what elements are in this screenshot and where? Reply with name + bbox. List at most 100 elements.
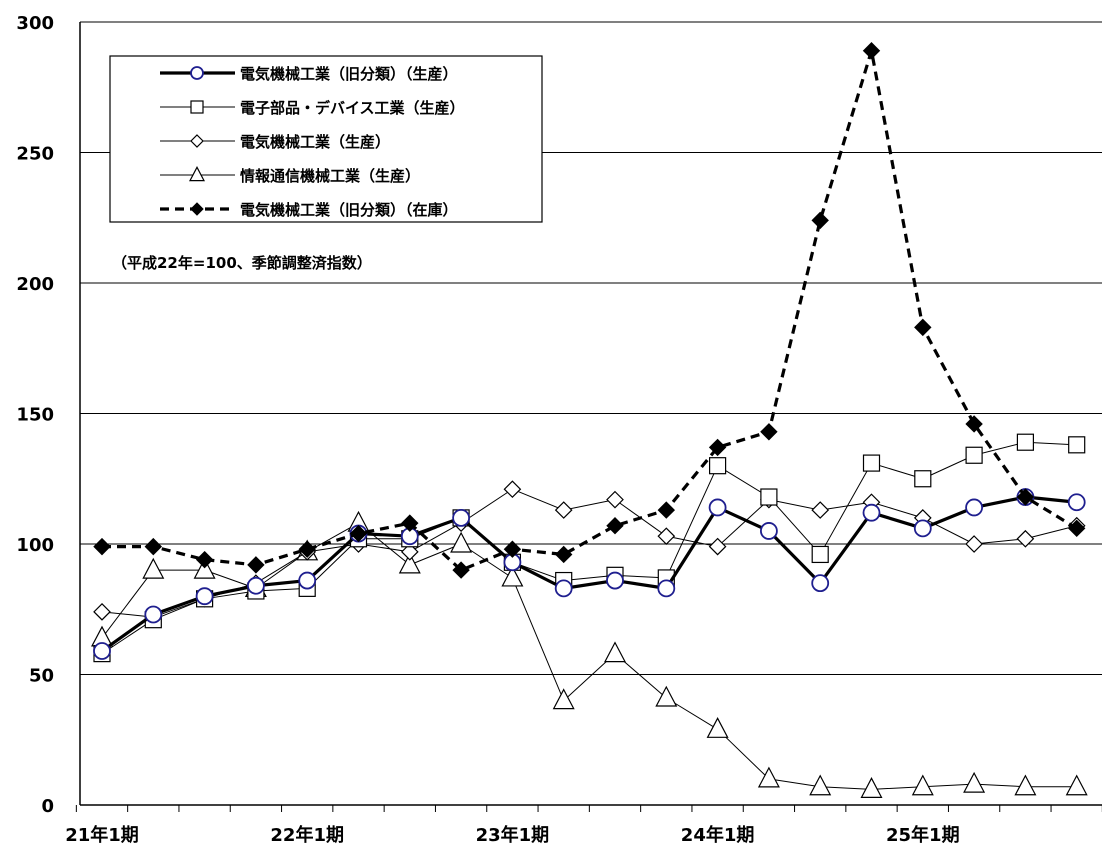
data-point xyxy=(1067,519,1086,538)
data-point xyxy=(190,134,204,148)
y-tick-label: 100 xyxy=(16,535,54,556)
data-point xyxy=(503,540,522,558)
data-point xyxy=(965,446,983,464)
data-point xyxy=(1016,433,1035,451)
legend-item: 情報通信機械工業（生産） xyxy=(160,166,420,185)
y-tick-label: 300 xyxy=(16,13,54,34)
y-tick-label: 200 xyxy=(16,274,54,295)
data-point xyxy=(503,480,522,499)
legend-label: 電気機械工業（旧分類）（生産） xyxy=(240,65,458,83)
y-tick-label: 0 xyxy=(41,796,54,817)
data-point xyxy=(760,488,778,506)
x-tick-label: 25年1期 xyxy=(886,824,960,846)
data-point xyxy=(1016,529,1035,548)
data-point xyxy=(811,545,829,564)
data-point xyxy=(93,642,111,660)
legend-label: 電気機械工業（生産） xyxy=(240,133,390,151)
data-point xyxy=(1067,493,1086,512)
data-point xyxy=(708,457,727,475)
data-point xyxy=(657,501,676,519)
data-point xyxy=(190,66,204,80)
data-point xyxy=(657,527,676,546)
data-point xyxy=(606,571,624,590)
axes: 0 50 100 150 200 250 300 21年1期 22年1期 23年1期 24年1期 25… xyxy=(16,13,1102,846)
series-line xyxy=(102,49,1078,572)
data-point xyxy=(450,531,473,553)
data-point xyxy=(190,100,204,114)
data-point xyxy=(1016,488,1035,506)
data-point xyxy=(708,438,727,457)
y-tick-label: 50 xyxy=(29,666,54,687)
legend-item: 電気機械工業（生産） xyxy=(160,133,390,151)
data-point xyxy=(247,556,265,574)
x-tick-label: 22年1期 xyxy=(270,824,344,846)
series-line xyxy=(101,495,1077,653)
data-point xyxy=(1068,436,1086,454)
data-point xyxy=(911,774,934,796)
data-point xyxy=(809,774,832,796)
data-point xyxy=(860,777,883,798)
data-point xyxy=(708,537,727,556)
data-point xyxy=(811,211,829,230)
data-point xyxy=(1014,774,1037,796)
series-line xyxy=(101,522,1077,790)
data-point xyxy=(144,605,163,624)
x-tick-label: 24年1期 xyxy=(681,824,755,846)
series-line xyxy=(101,488,1077,618)
data-point xyxy=(298,540,316,558)
chart-note: （平成22年=100、季節調整済指数） xyxy=(112,254,372,272)
data-point xyxy=(554,579,573,598)
data-point xyxy=(963,771,986,793)
data-point xyxy=(1065,774,1088,796)
x-tick-label: 21年1期 xyxy=(65,824,139,846)
data-point xyxy=(398,552,421,574)
data-point xyxy=(554,501,573,519)
data-point xyxy=(862,503,881,522)
data-point xyxy=(142,557,165,579)
data-point xyxy=(552,688,575,710)
data-point xyxy=(501,565,524,587)
data-point xyxy=(606,490,624,509)
data-point xyxy=(965,535,983,553)
series-line-group xyxy=(91,510,1088,798)
data-point xyxy=(190,202,204,216)
y-tick-label: 150 xyxy=(16,405,54,426)
data-point xyxy=(862,42,881,60)
data-point xyxy=(400,542,419,561)
data-point xyxy=(811,501,830,519)
data-point xyxy=(195,587,214,606)
legend-label: 電子部品・デバイス工業（生産） xyxy=(240,99,465,117)
series-line-group xyxy=(93,488,1086,660)
legend-label: 電気機械工業（旧分類）（在庫） xyxy=(240,201,458,219)
data-point xyxy=(708,498,727,517)
data-point xyxy=(195,550,214,569)
data-point xyxy=(349,524,368,543)
legend: 電気機械工業（旧分類）（生産） 電子部品・デバイス工業（生産） 電気機械工業（生産）… xyxy=(109,55,543,223)
legend-item: 電子部品・デバイス工業（生産） xyxy=(160,99,465,117)
data-point xyxy=(189,166,205,182)
data-point xyxy=(298,571,317,590)
legend-label: 情報通信機械工業（生産） xyxy=(240,167,420,185)
data-point xyxy=(914,318,932,337)
data-point xyxy=(452,509,471,527)
data-point xyxy=(401,514,419,532)
series-line-group xyxy=(93,433,1086,663)
data-point xyxy=(554,545,573,564)
data-point xyxy=(760,423,778,441)
data-point xyxy=(655,685,678,707)
legend-item: 電気機械工業（旧分類）（生産） xyxy=(160,65,458,83)
data-point xyxy=(193,557,216,579)
data-point xyxy=(811,574,830,593)
series-group xyxy=(91,42,1088,798)
data-point xyxy=(144,537,163,556)
data-point xyxy=(913,519,932,538)
series-line-group xyxy=(93,480,1086,626)
data-point xyxy=(760,522,778,540)
series-line-group xyxy=(93,42,1086,579)
data-point xyxy=(914,470,932,488)
data-point xyxy=(657,579,676,598)
legend-item: 電気機械工業（旧分類）（在庫） xyxy=(160,201,458,219)
x-tick-label: 23年1期 xyxy=(476,824,550,846)
data-point xyxy=(93,537,111,556)
